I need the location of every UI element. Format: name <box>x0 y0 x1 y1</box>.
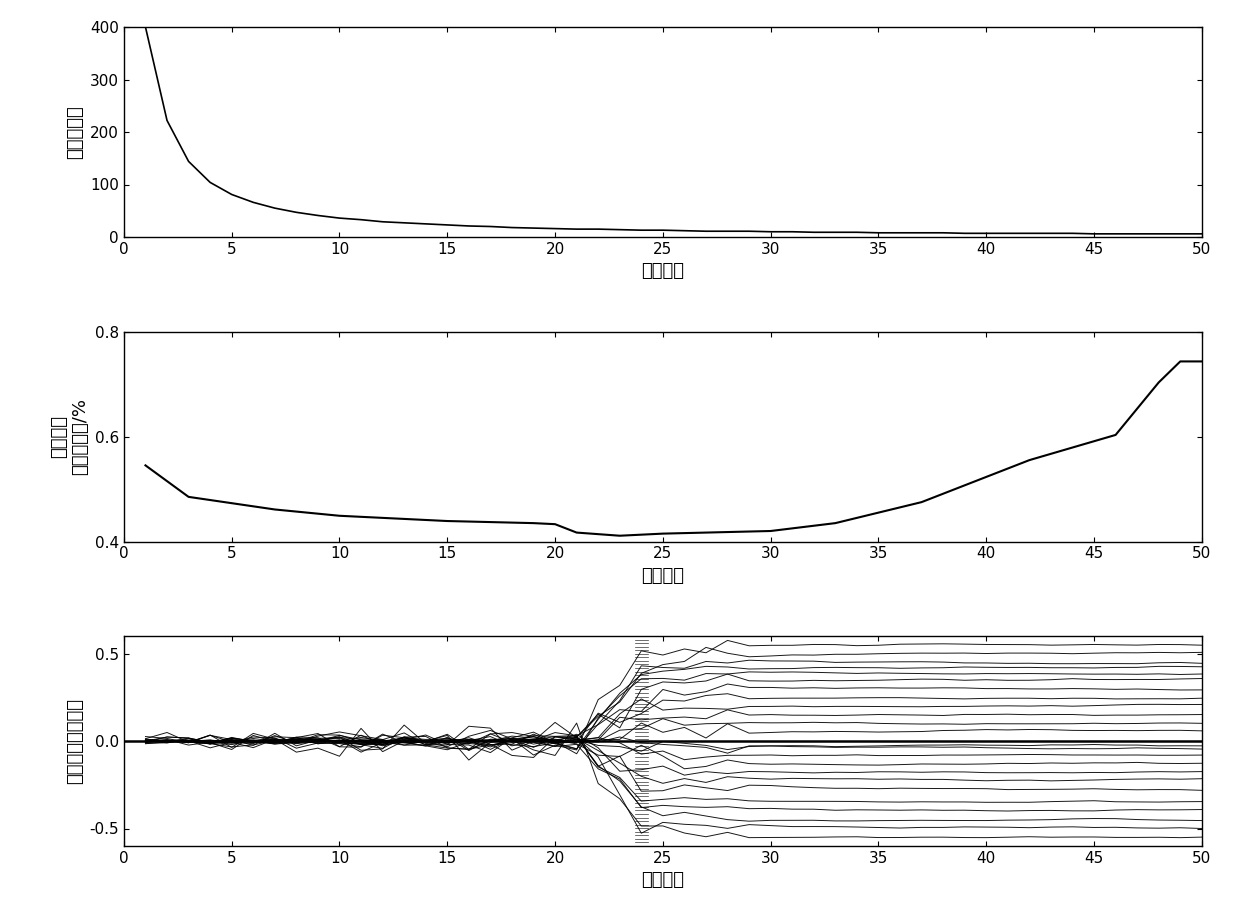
Y-axis label: 保留波长数: 保留波长数 <box>67 105 84 159</box>
Y-axis label: 波长变量回归系数: 波长变量回归系数 <box>66 698 84 784</box>
X-axis label: 运行次数: 运行次数 <box>642 263 684 281</box>
X-axis label: 运行次数: 运行次数 <box>642 567 684 585</box>
Y-axis label: 交互验证
均方根误差/%: 交互验证 均方根误差/% <box>51 398 89 475</box>
X-axis label: 运行次数: 运行次数 <box>642 871 684 889</box>
